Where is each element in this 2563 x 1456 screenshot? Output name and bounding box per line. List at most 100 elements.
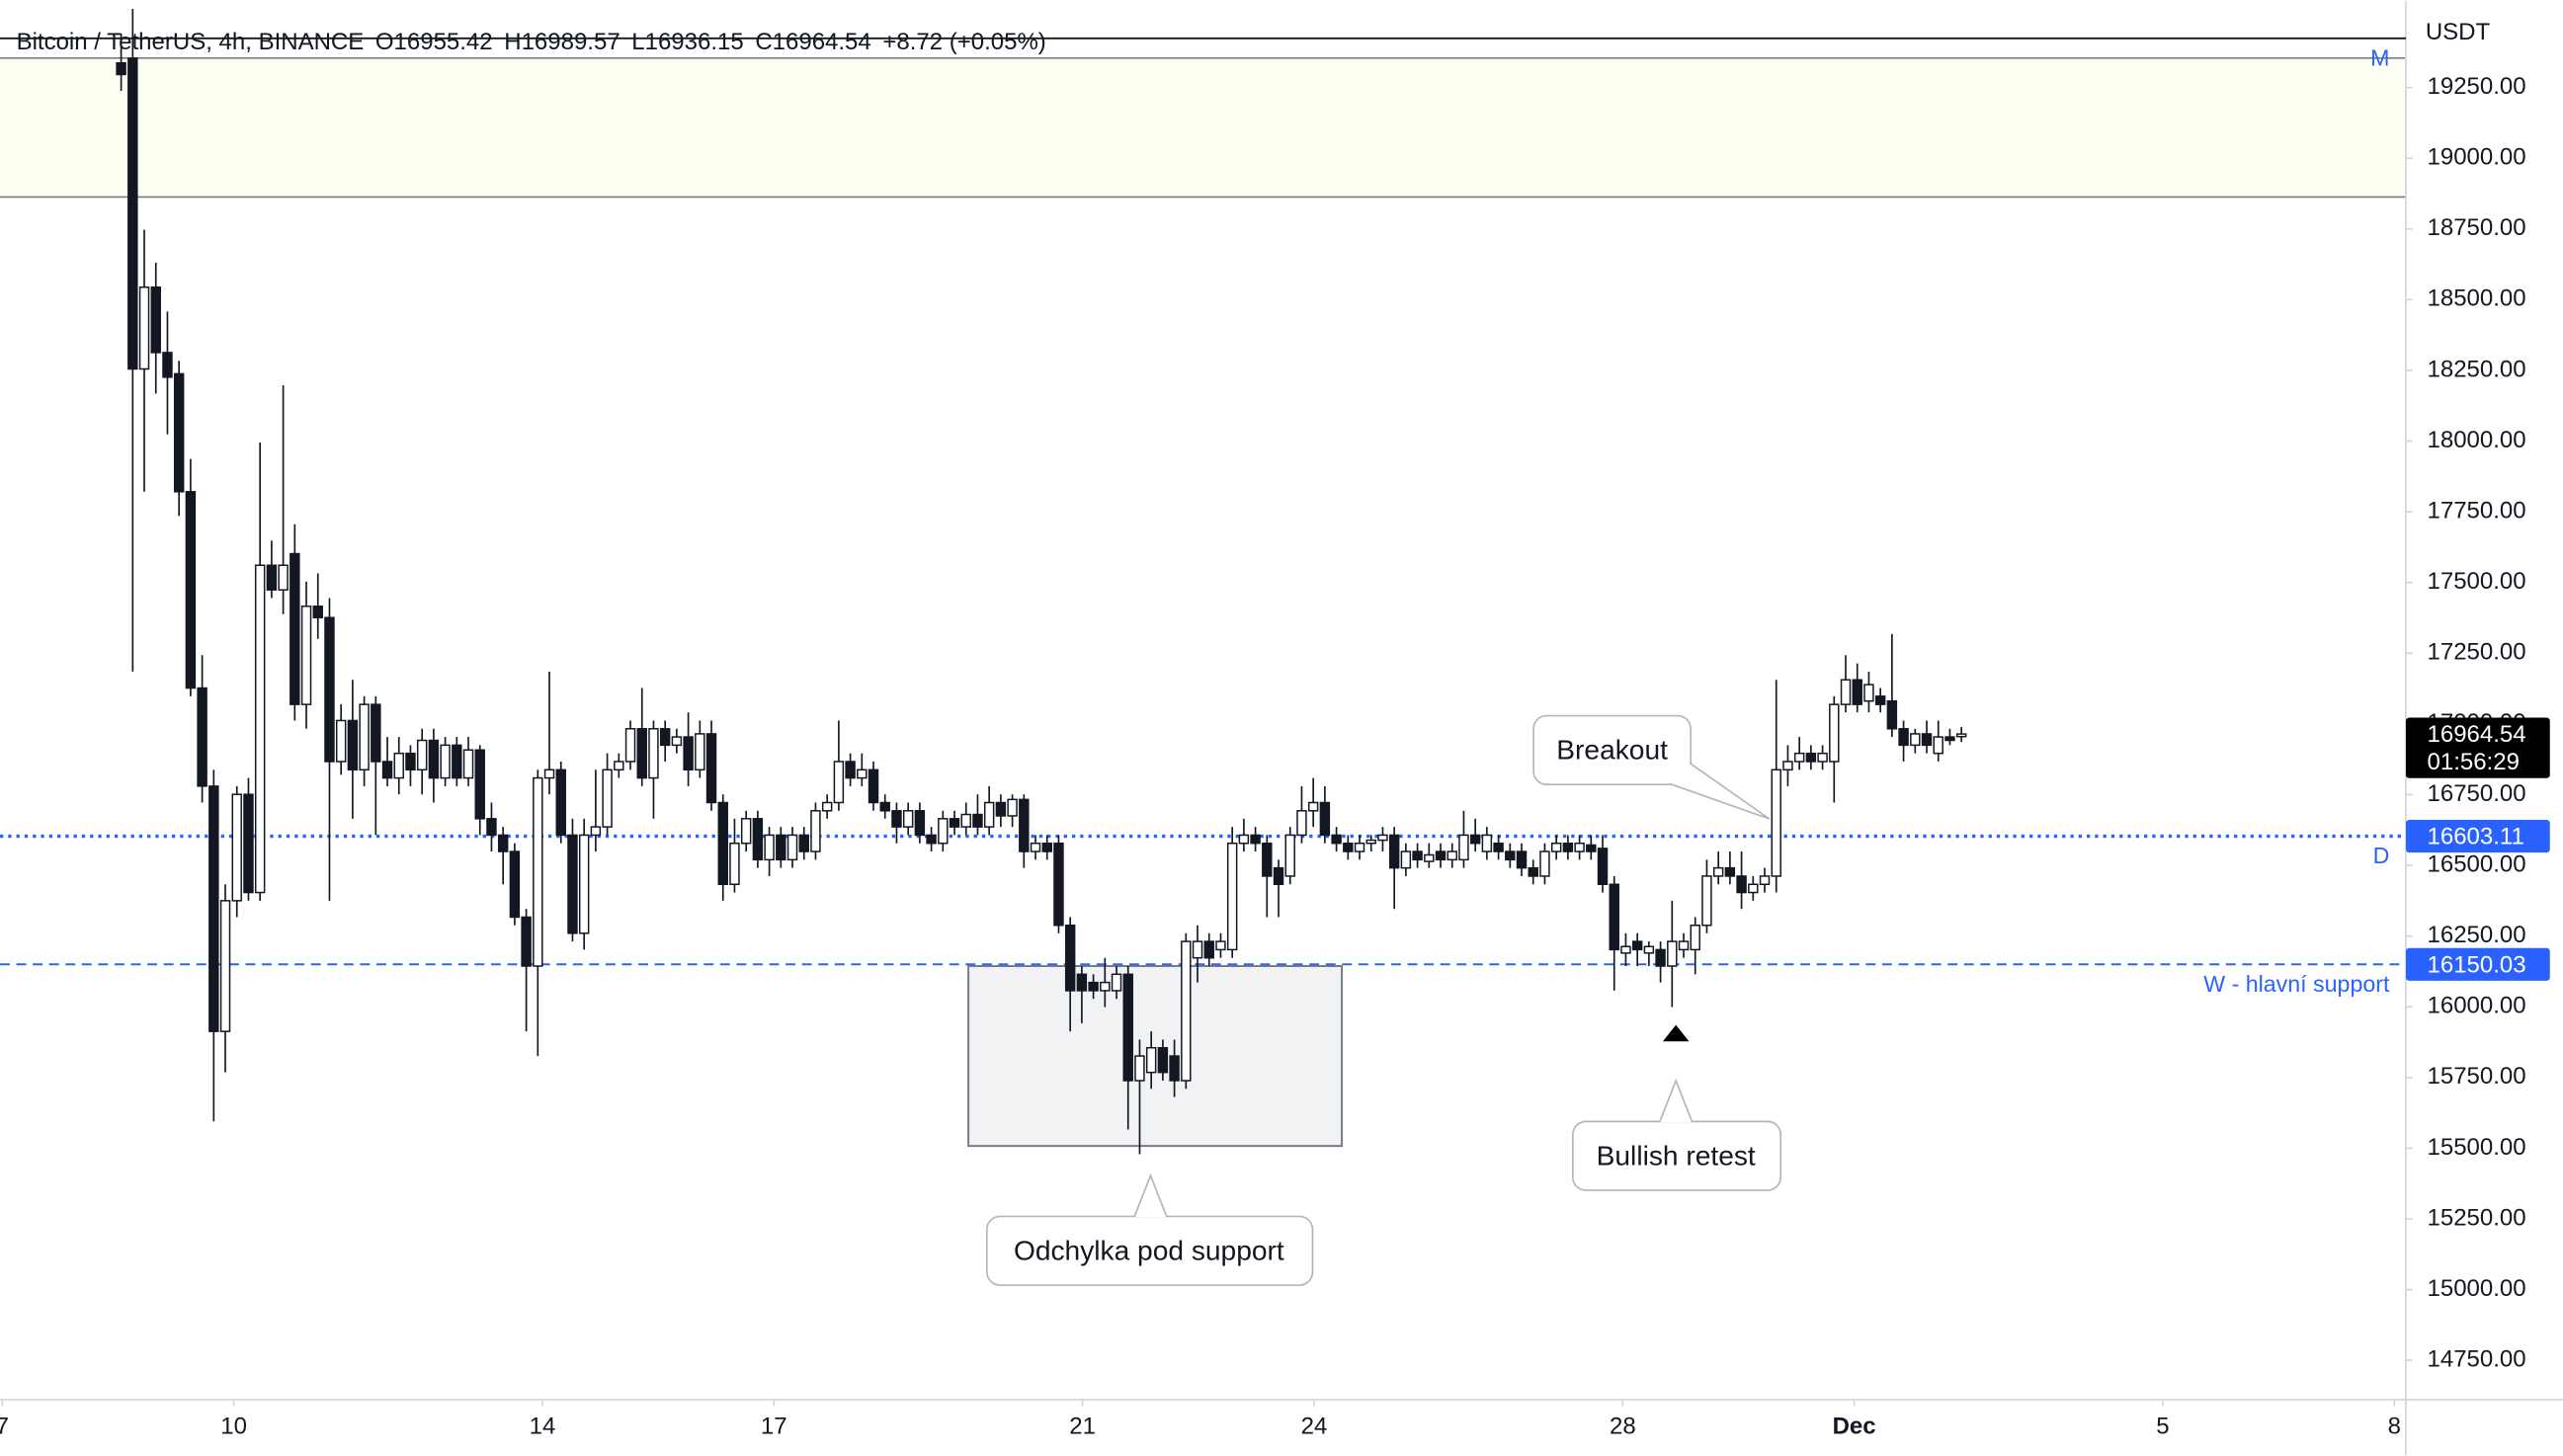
candle-body: [371, 703, 381, 763]
candle-body: [127, 57, 138, 370]
candle-body: [1284, 834, 1295, 877]
candle-body: [1076, 973, 1088, 992]
candle-body: [648, 728, 659, 779]
candle-body: [1424, 853, 1435, 862]
candle-body: [1528, 866, 1538, 877]
price-tag-label: 16603.11: [2428, 824, 2524, 850]
candle-body: [624, 728, 636, 763]
candle-body: [1701, 875, 1712, 927]
candle-body: [567, 834, 578, 934]
candle-body: [879, 801, 890, 812]
candle-body: [1053, 842, 1064, 927]
candle-body: [1933, 736, 1943, 755]
candle-body: [1041, 842, 1052, 852]
candle-body: [289, 552, 300, 705]
x-tick-label: 21: [1069, 1413, 1096, 1439]
symbol: Bitcoin / TetherUS, 4h, BINANCE: [17, 29, 365, 55]
candle-body: [521, 916, 532, 967]
candle-body: [671, 736, 683, 747]
candle-body: [1469, 834, 1481, 845]
candle-body: [1215, 940, 1226, 951]
candle-body: [810, 810, 821, 852]
y-tick-label: 17500.00: [2428, 568, 2526, 595]
candle-body: [798, 834, 809, 852]
candle-body: [949, 818, 960, 828]
candle-body: [150, 286, 161, 354]
x-tick-label: Dec: [1833, 1413, 1876, 1439]
candle-body: [197, 687, 207, 787]
candle-body: [381, 761, 393, 779]
callout-pointer: [1133, 1173, 1168, 1218]
candle-body: [1886, 699, 1898, 730]
candle-body: [752, 818, 764, 861]
level-label: D: [2373, 843, 2390, 868]
candle-body: [1586, 844, 1597, 852]
callout-box: [1532, 714, 1692, 785]
candle-body: [833, 761, 845, 804]
candle-body: [1273, 866, 1284, 885]
candle-body: [614, 761, 624, 771]
candle-body: [1412, 850, 1423, 861]
candle-body: [1262, 842, 1273, 877]
candle-body: [1226, 842, 1238, 951]
candle-body: [1007, 798, 1018, 817]
candle-body: [1921, 733, 1933, 747]
candle-body: [138, 286, 150, 370]
candle-body: [231, 793, 242, 902]
y-tick-label: 19250.00: [2428, 73, 2526, 100]
candle-body: [1759, 875, 1771, 885]
candle-body: [243, 793, 254, 894]
candle-body: [683, 736, 694, 771]
candle-body: [1111, 973, 1122, 992]
candle-body: [995, 801, 1007, 817]
candle-body: [1609, 883, 1619, 951]
x-tick-label: 24: [1301, 1413, 1328, 1439]
candle-body: [393, 752, 404, 779]
candle-body: [1631, 940, 1643, 951]
candle-body: [1597, 848, 1609, 885]
candle-body: [1955, 733, 1967, 738]
countdown-label: 01:56:29: [2428, 749, 2520, 775]
candle-body: [1620, 945, 1631, 954]
x-tick-label: 17: [761, 1413, 787, 1439]
candle-body: [266, 564, 278, 591]
candle-body: [162, 352, 173, 378]
candle-body: [1944, 736, 1955, 742]
y-tick-label: 16250.00: [2428, 922, 2526, 948]
candle-body: [1447, 850, 1457, 861]
candle-body: [185, 491, 197, 689]
candle-body: [578, 834, 590, 934]
candle-body: [705, 733, 717, 804]
y-tick-label: 15750.00: [2428, 1063, 2526, 1090]
y-tick-label: 17750.00: [2428, 497, 2526, 524]
price-tag: [2405, 947, 2550, 981]
candle-body: [776, 834, 786, 861]
candle-body: [821, 801, 833, 812]
candle-body: [1748, 883, 1759, 894]
candle-body: [1817, 752, 1828, 763]
candle-body: [902, 810, 914, 828]
candle-body: [1088, 981, 1099, 992]
candle-body: [254, 564, 266, 894]
candle-body: [416, 739, 428, 771]
candle-body: [1724, 866, 1736, 877]
candle-body: [1296, 810, 1307, 837]
y-tick-label: 15000.00: [2428, 1275, 2526, 1302]
candle-body: [1134, 1055, 1145, 1082]
candle-body: [1874, 695, 1886, 705]
candle-body: [1064, 925, 1076, 992]
candle-body: [1863, 684, 1874, 702]
candle-body: [938, 818, 949, 845]
candle-body: [960, 813, 971, 828]
candle-body: [474, 749, 485, 820]
candle-body: [347, 719, 359, 771]
plot-area: [0, 9, 2406, 1155]
candle-body: [543, 768, 555, 779]
candle-body: [1793, 752, 1805, 763]
x-tick-label: 28: [1610, 1413, 1636, 1439]
candle-body: [1458, 834, 1469, 861]
ohlc-high: H16989.57: [504, 29, 620, 55]
candle-body: [335, 719, 347, 763]
candle-body: [1655, 948, 1666, 967]
candle-body: [1678, 940, 1690, 951]
